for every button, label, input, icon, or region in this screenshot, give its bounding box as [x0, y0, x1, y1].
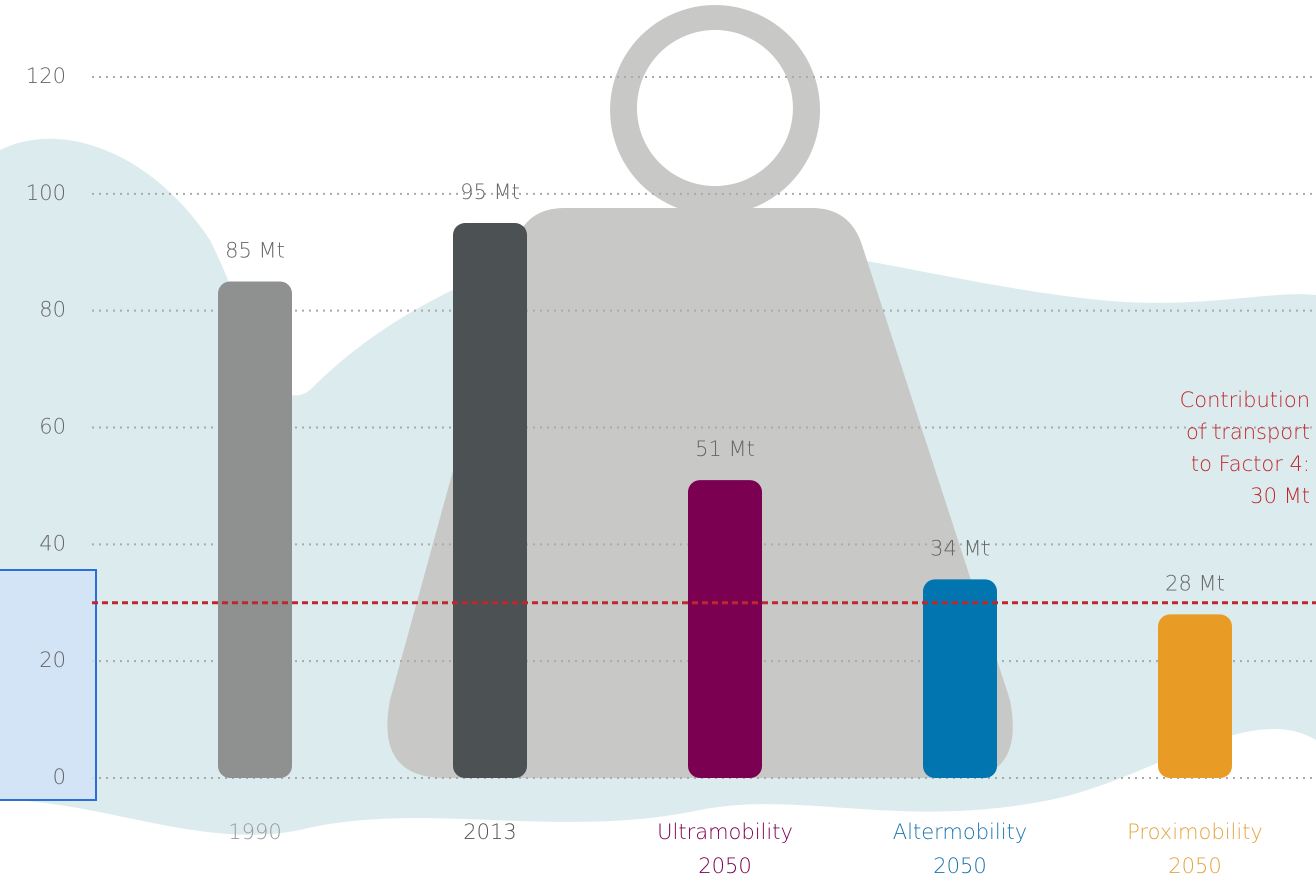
x-tick-label: Altermobility 2050 — [850, 815, 1070, 882]
bar — [688, 480, 762, 778]
x-tick-label: Ultramobility 2050 — [615, 815, 835, 882]
value-label: 95 Mt — [460, 180, 520, 204]
y-tick-label: 120 — [26, 64, 66, 88]
x-tick-label: 1990 — [145, 815, 365, 849]
y-tick-label: 40 — [39, 531, 66, 555]
y-tick-label: 100 — [26, 181, 66, 205]
value-label: 34 Mt — [930, 536, 990, 560]
y-tick-label: 60 — [39, 415, 66, 439]
chart-page: 0 20 40 60 80 100 120 85 Mt 95 Mt 51 Mt 34 Mt 28 Mt… — [0, 0, 1316, 882]
value-label: 85 Mt — [225, 238, 285, 262]
bar — [923, 579, 997, 778]
bar — [1158, 614, 1232, 778]
y-tick-label: 80 — [39, 298, 66, 322]
x-tick-label: 2013 — [380, 815, 600, 849]
value-label: 51 Mt — [695, 437, 755, 461]
bar — [453, 223, 527, 778]
value-label: 28 Mt — [1165, 571, 1225, 595]
annotation: Contribution of transport to Factor 4: 3… — [1180, 384, 1310, 512]
y-tick-label: 0 — [53, 765, 66, 789]
x-tick-label: Proximobility 2050 — [1085, 815, 1305, 882]
chart: 0 20 40 60 80 100 120 85 Mt 95 Mt 51 Mt 34 Mt 28 Mt — [0, 0, 1316, 882]
selection-box — [0, 570, 96, 800]
bar — [218, 281, 292, 778]
y-tick-label: 20 — [39, 648, 66, 672]
